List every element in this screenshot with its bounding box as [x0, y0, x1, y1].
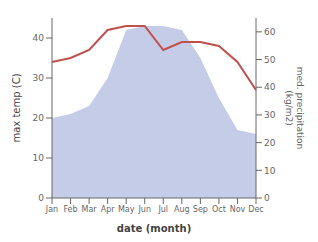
svg-text:20: 20 [33, 113, 45, 123]
svg-text:Jan: Jan [45, 205, 58, 214]
svg-text:May: May [118, 205, 135, 214]
svg-text:40: 40 [33, 33, 45, 43]
svg-text:date (month): date (month) [117, 223, 191, 234]
svg-text:60: 60 [264, 27, 276, 37]
svg-text:30: 30 [33, 73, 45, 83]
svg-text:0: 0 [264, 193, 270, 203]
svg-text:Sep: Sep [193, 205, 208, 214]
svg-text:30: 30 [264, 110, 276, 120]
svg-text:40: 40 [264, 82, 276, 92]
svg-text:Jun: Jun [137, 205, 151, 214]
svg-text:max temp (C): max temp (C) [11, 73, 22, 142]
svg-text:Dec: Dec [248, 205, 263, 214]
svg-text:50: 50 [264, 55, 276, 65]
svg-text:Oct: Oct [212, 205, 226, 214]
svg-text:Aug: Aug [174, 205, 190, 214]
svg-text:Feb: Feb [63, 205, 77, 214]
svg-text:10: 10 [264, 166, 276, 176]
svg-text:10: 10 [33, 153, 45, 163]
svg-text:Apr: Apr [101, 205, 116, 214]
svg-text:Nov: Nov [230, 205, 246, 214]
svg-text:Jul: Jul [157, 205, 168, 214]
svg-text:med. precipitation(kg/m2): med. precipitation(kg/m2) [284, 67, 305, 149]
svg-text:Mar: Mar [82, 205, 98, 214]
svg-text:20: 20 [264, 138, 276, 148]
svg-text:0: 0 [38, 193, 44, 203]
